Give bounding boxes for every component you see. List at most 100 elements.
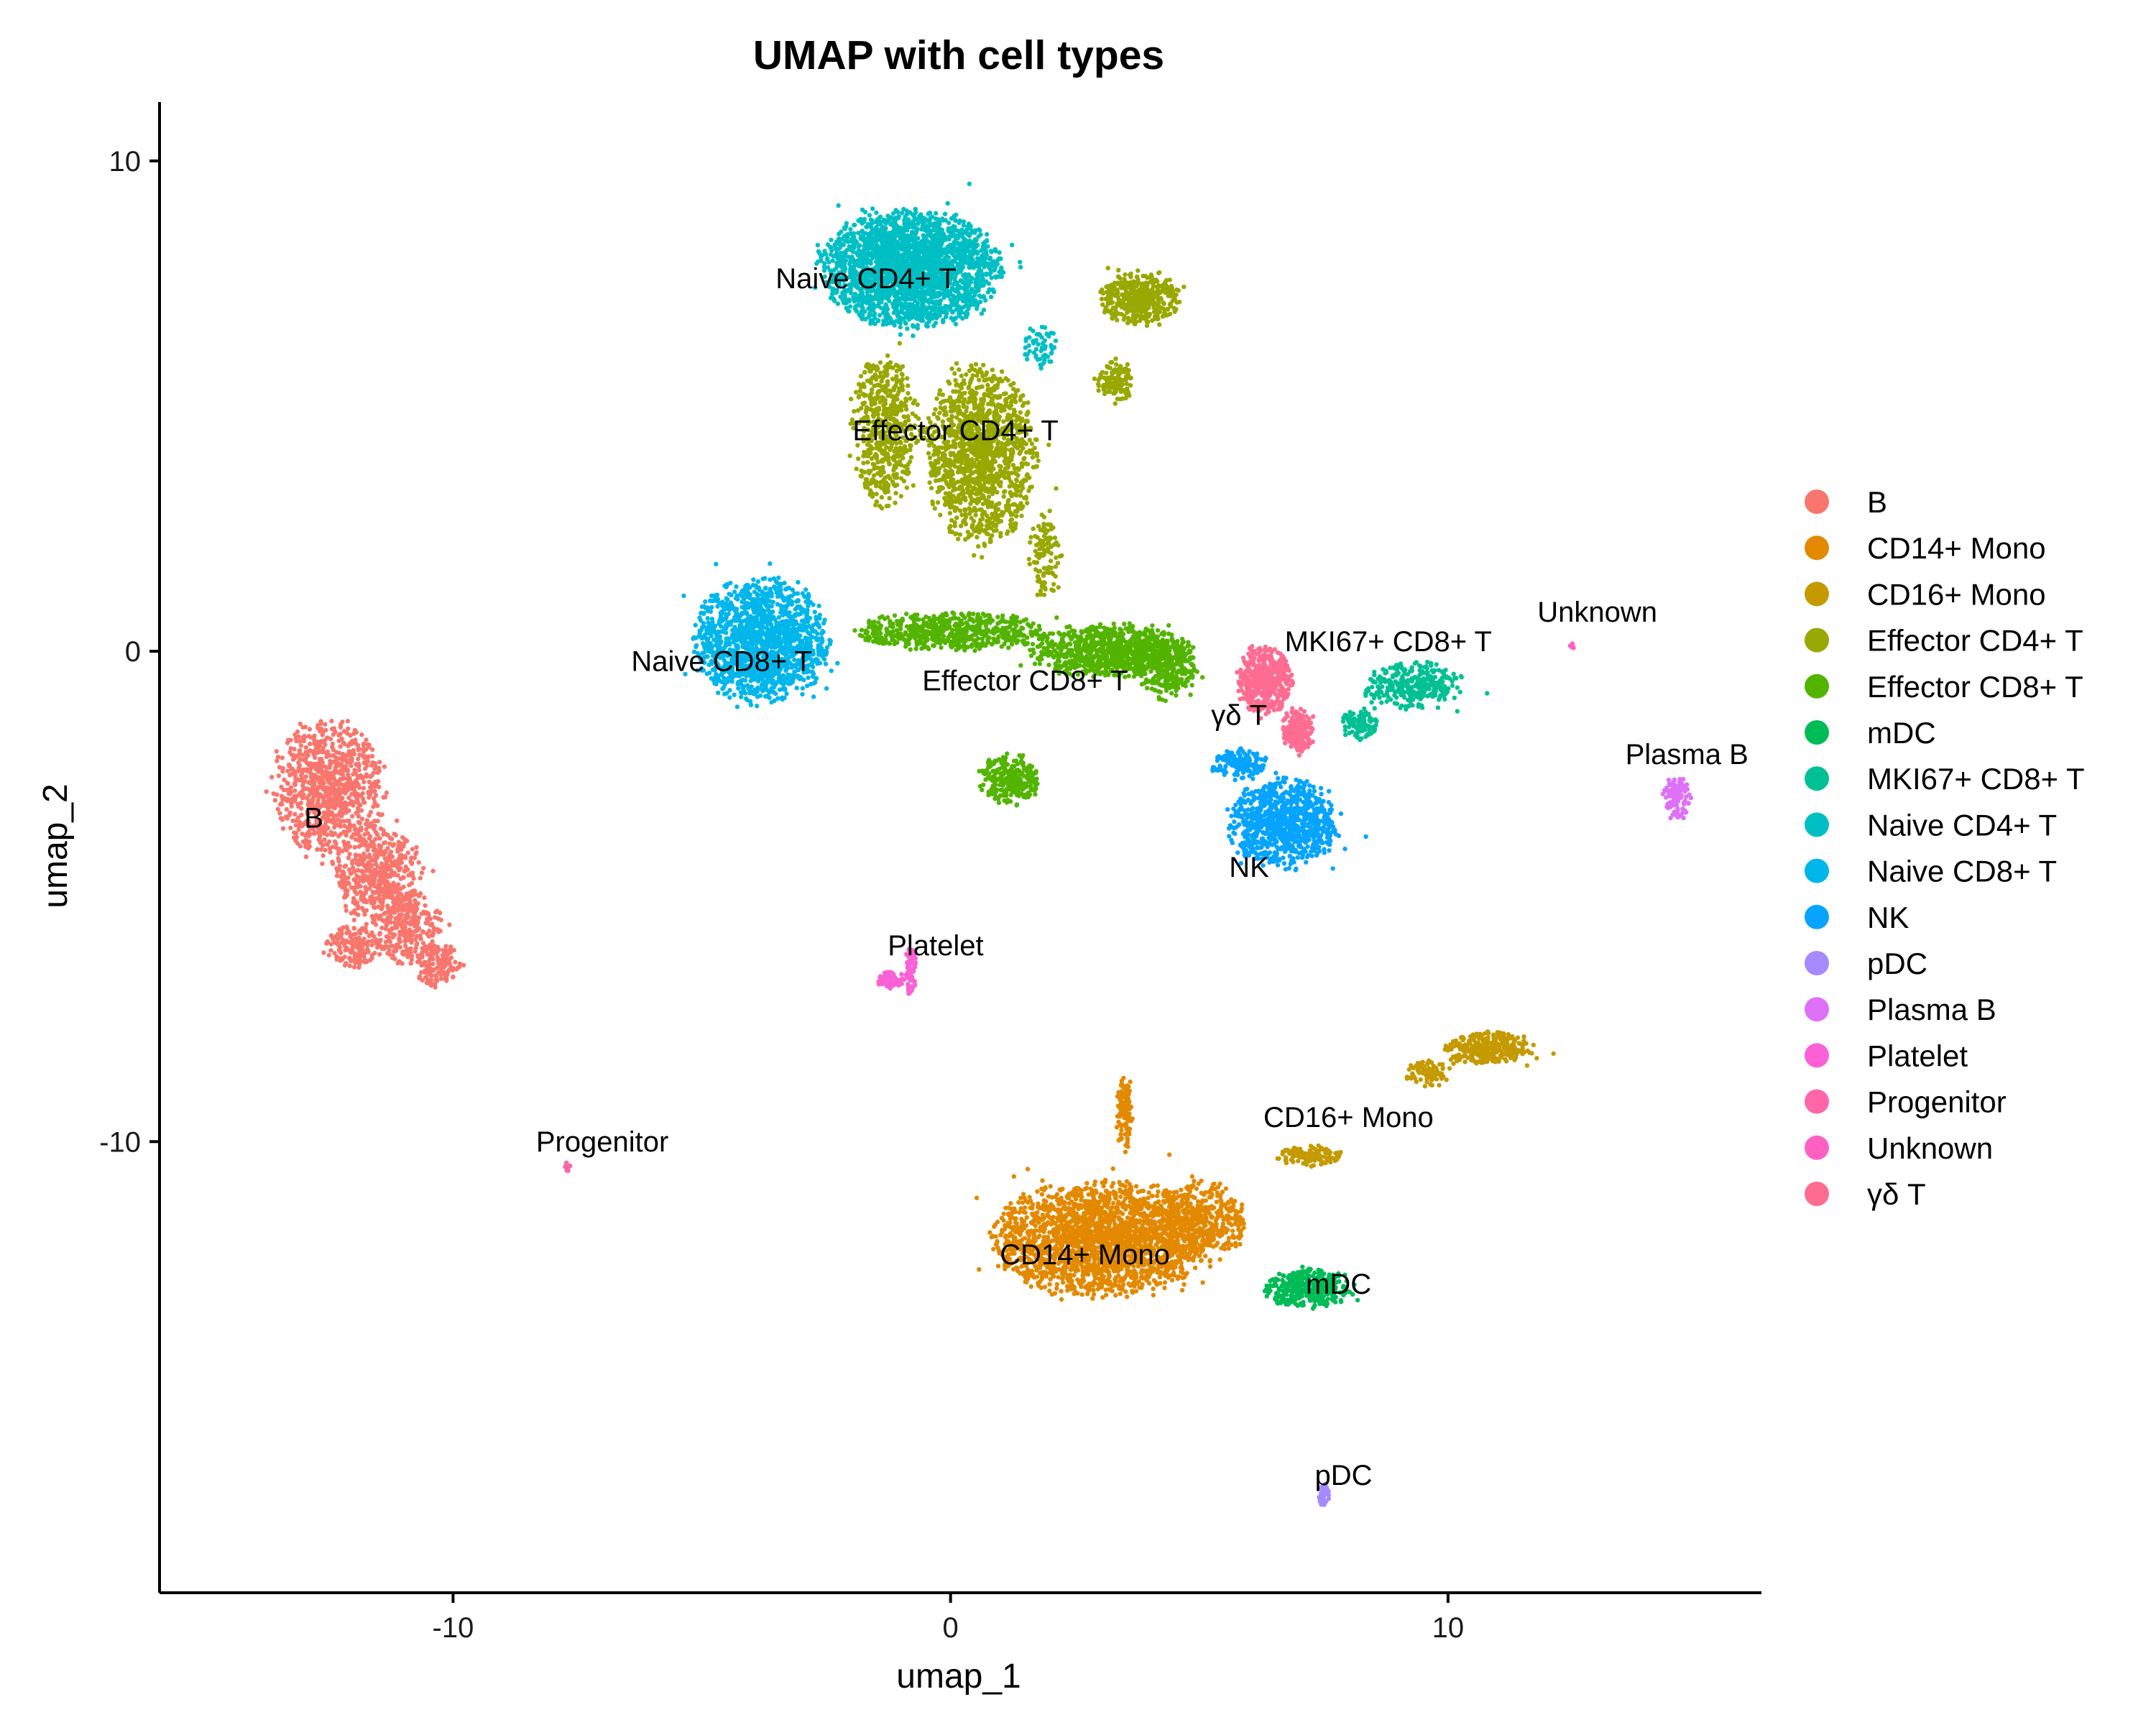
point <box>1012 1216 1017 1221</box>
point <box>326 825 331 830</box>
point <box>359 941 364 946</box>
point <box>295 793 301 798</box>
point <box>1039 1274 1045 1280</box>
point <box>337 949 342 954</box>
point <box>341 819 346 824</box>
point <box>1527 1050 1532 1055</box>
point <box>1130 1208 1135 1214</box>
point <box>307 839 312 845</box>
point <box>359 926 365 931</box>
point <box>1184 1251 1189 1256</box>
point <box>1011 1174 1017 1179</box>
point <box>391 907 397 912</box>
point <box>1229 1197 1234 1202</box>
point <box>422 895 427 901</box>
point <box>1075 1186 1081 1191</box>
point <box>1034 1274 1040 1279</box>
point <box>395 818 400 824</box>
point <box>356 814 361 819</box>
point <box>451 975 456 980</box>
point <box>288 825 293 831</box>
point <box>328 948 333 953</box>
point <box>1047 1288 1052 1294</box>
point <box>336 851 341 856</box>
point <box>366 860 371 865</box>
point <box>1170 1219 1175 1225</box>
point <box>1203 1205 1209 1210</box>
point <box>392 932 397 938</box>
point <box>371 848 376 853</box>
point <box>382 849 387 854</box>
point <box>1197 1234 1202 1239</box>
point <box>364 868 369 873</box>
point <box>1171 1259 1176 1264</box>
point <box>1041 1222 1046 1228</box>
point <box>272 798 277 803</box>
point <box>353 932 359 937</box>
point <box>359 868 364 874</box>
point <box>415 941 420 946</box>
point <box>1106 1225 1111 1230</box>
point <box>987 1230 992 1235</box>
point <box>1156 1189 1161 1195</box>
point <box>1088 1228 1094 1234</box>
point <box>1130 1116 1135 1121</box>
point <box>277 765 282 770</box>
point <box>1167 1152 1172 1157</box>
point <box>1101 1198 1107 1204</box>
point <box>1100 1216 1105 1222</box>
point <box>1179 1202 1184 1208</box>
point <box>1505 1040 1510 1046</box>
point <box>422 960 428 965</box>
point <box>359 816 365 822</box>
point <box>1035 1205 1041 1210</box>
point <box>400 949 405 954</box>
point <box>448 947 453 952</box>
point <box>1214 1200 1220 1205</box>
point <box>347 777 353 783</box>
point <box>338 722 344 727</box>
point <box>1215 1241 1220 1246</box>
point <box>264 789 269 794</box>
point <box>1215 1190 1220 1195</box>
point <box>359 732 364 737</box>
point <box>1169 1277 1175 1283</box>
point <box>1178 1231 1183 1236</box>
point <box>286 791 292 796</box>
point <box>354 868 360 873</box>
point <box>397 891 402 896</box>
point <box>1198 1258 1204 1264</box>
point <box>1000 1230 1005 1235</box>
point <box>283 814 288 819</box>
point <box>360 796 366 801</box>
point <box>1060 1276 1065 1282</box>
point <box>1184 1271 1189 1276</box>
point <box>1059 1198 1064 1204</box>
point <box>1216 1208 1222 1213</box>
point <box>347 940 353 945</box>
point <box>1165 1192 1170 1197</box>
point <box>347 753 352 758</box>
point <box>1119 1128 1124 1133</box>
point <box>356 857 362 863</box>
point <box>1084 1181 1089 1186</box>
point <box>356 756 361 762</box>
point <box>1012 1208 1017 1213</box>
point <box>977 1267 982 1272</box>
point <box>367 933 372 939</box>
cluster-cd16-mono <box>1275 1029 1556 1169</box>
point <box>1032 1216 1038 1221</box>
point <box>1151 1292 1156 1298</box>
point <box>1120 1104 1125 1110</box>
point <box>420 950 425 955</box>
point <box>1192 1211 1197 1216</box>
point <box>1147 1223 1153 1228</box>
point <box>416 860 421 865</box>
point <box>403 929 408 934</box>
point <box>338 956 344 961</box>
point <box>356 785 362 791</box>
point <box>1068 1211 1073 1216</box>
point <box>356 965 361 970</box>
point <box>993 1234 998 1239</box>
point <box>292 732 298 737</box>
